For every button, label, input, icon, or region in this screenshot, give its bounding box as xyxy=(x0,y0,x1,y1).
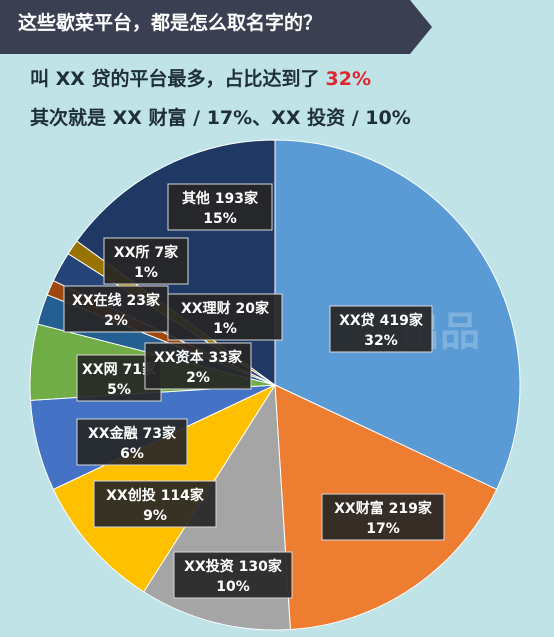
headline-1-text: 叫 XX 贷的平台最多，占比达到了 xyxy=(30,68,320,90)
slice-label-7: XX资本 33家 2% xyxy=(144,342,252,390)
slice-name-8: XX理财 xyxy=(181,300,231,317)
slice-name-9: XX在线 xyxy=(72,292,122,309)
slice-count-11: 193家 xyxy=(210,190,259,207)
headline-1: 叫 XX 贷的平台最多，占比达到了 32% xyxy=(30,64,371,91)
slice-label-box-4 xyxy=(93,480,217,528)
slice-name-11: 其他 xyxy=(182,190,210,207)
slice-name-1: XX贷 xyxy=(339,312,375,329)
slice-label-box-3 xyxy=(173,551,293,599)
slice-label-2: XX财富 219家 17% xyxy=(321,493,445,541)
slice-label-3: XX投资 130家 10% xyxy=(173,551,293,599)
slice-count-9: 23家 xyxy=(122,292,161,309)
slice-count-10: 7家 xyxy=(149,244,179,261)
slice-label-name-4: XX创投 114家 xyxy=(106,487,205,504)
slice-label-4: XX创投 114家 9% xyxy=(93,480,217,528)
slice-label-name-2: XX财富 219家 xyxy=(334,500,433,517)
slice-label-name-5: XX金融 73家 xyxy=(88,425,177,442)
slice-count-1: 419家 xyxy=(375,312,424,329)
headline-1-value: 32% xyxy=(325,68,372,90)
slice-percent-1: 32% xyxy=(364,333,398,349)
pie-labels: XX贷 419家 32% XX财富 219家 17% XX投资 130家 10% XX创投 … xyxy=(63,183,445,599)
slice-label-name-11: 其他 193家 xyxy=(182,190,259,207)
slice-label-box-10 xyxy=(103,237,189,285)
slice-percent-6: 5% xyxy=(107,382,131,398)
slice-label-name-3: XX投资 130家 xyxy=(184,558,283,575)
slice-label-name-9: XX在线 23家 xyxy=(72,292,161,309)
slice-name-6: XX网 xyxy=(82,362,118,378)
slice-label-box-11 xyxy=(167,183,273,231)
slice-label-box-5 xyxy=(76,418,188,466)
title-banner-shape xyxy=(0,0,432,54)
slice-label-box-8 xyxy=(167,293,283,341)
slice-percent-3: 10% xyxy=(216,579,250,595)
slice-label-box-9 xyxy=(63,285,169,333)
slice-name-3: XX投资 xyxy=(184,558,234,575)
slice-name-7: XX资本 xyxy=(154,349,205,366)
slice-percent-9: 2% xyxy=(104,313,128,329)
slice-label-box-1 xyxy=(329,305,433,353)
slice-name-2: XX财富 xyxy=(334,500,384,517)
slice-label-5: XX金融 73家 6% xyxy=(76,418,188,466)
slice-count-8: 20家 xyxy=(231,300,270,317)
headline-2: 其次就是 XX 财富 / 17%、XX 投资 / 10% xyxy=(30,107,411,129)
slice-label-1: XX贷 419家 32% xyxy=(329,305,433,353)
slice-percent-8: 1% xyxy=(213,321,237,337)
slice-label-8: XX理财 20家 1% xyxy=(167,293,283,341)
page-title: 这些歇菜平台，都是怎么取名字的？ xyxy=(18,12,323,34)
slice-label-10: XX所 7家 1% xyxy=(103,237,189,285)
slice-count-5: 73家 xyxy=(138,425,177,442)
slice-percent-11: 15% xyxy=(203,211,237,227)
slice-label-9: XX在线 23家 2% xyxy=(63,285,169,333)
slice-percent-7: 2% xyxy=(186,370,210,386)
slice-percent-5: 6% xyxy=(120,446,144,462)
slice-count-2: 219家 xyxy=(384,500,433,517)
slice-percent-2: 17% xyxy=(366,521,400,537)
slice-name-10: XX所 xyxy=(114,244,150,261)
slice-count-4: 114家 xyxy=(156,487,205,504)
slice-label-name-1: XX贷 419家 xyxy=(339,312,424,329)
slice-percent-10: 1% xyxy=(134,265,158,281)
slice-label-name-10: XX所 7家 xyxy=(114,244,179,261)
slice-name-4: XX创投 xyxy=(106,487,156,504)
slice-label-box-2 xyxy=(321,493,445,541)
slice-label-name-7: XX资本 33家 xyxy=(154,349,243,366)
slice-name-5: XX金融 xyxy=(88,425,138,442)
slice-label-name-8: XX理财 20家 xyxy=(181,300,270,317)
slice-label-11: 其他 193家 15% xyxy=(167,183,273,231)
slice-percent-4: 9% xyxy=(143,508,167,524)
title-banner: 这些歇菜平台，都是怎么取名字的？ xyxy=(0,0,554,54)
slice-count-3: 130家 xyxy=(234,558,283,575)
slice-count-7: 33家 xyxy=(204,349,243,366)
slice-label-box-7 xyxy=(144,342,252,390)
